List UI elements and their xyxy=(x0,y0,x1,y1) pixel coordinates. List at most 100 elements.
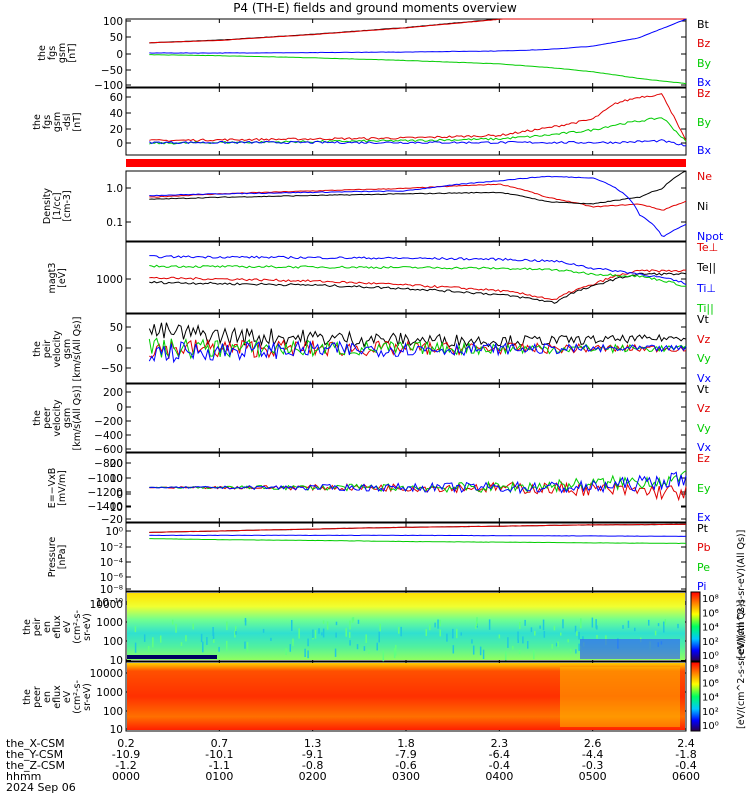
series-line-By xyxy=(149,54,687,85)
spectrogram-texture xyxy=(363,646,366,651)
spectrogram-texture xyxy=(334,648,337,657)
separator-band xyxy=(126,159,686,167)
spectrogram-texture xyxy=(356,644,359,650)
ephemeris-value: -0.6 xyxy=(395,759,417,772)
spectrogram-texture xyxy=(393,648,396,659)
spectrogram-texture xyxy=(677,623,679,629)
panel-frame-p6 xyxy=(125,383,687,453)
spectrogram-texture xyxy=(664,619,667,626)
colorbar-tick-label: 10⁶ xyxy=(702,678,719,689)
spectrogram-texture xyxy=(504,651,507,661)
spectrogram-texture xyxy=(543,630,546,638)
spectrogram-texture xyxy=(482,649,485,659)
spectrogram-texture xyxy=(127,655,217,659)
spectrogram-texture xyxy=(134,642,137,653)
legend-entry: Vx xyxy=(697,441,712,454)
legend-entry: By xyxy=(697,56,712,70)
panel-frame-p2 xyxy=(125,87,687,156)
colorbar-tick-label: 10⁴ xyxy=(702,623,719,634)
ephemeris-value: -0.4 xyxy=(675,759,697,772)
y-axis-label-p5: the peir velocity gsm [km/s(All Qs)] xyxy=(32,309,83,389)
y-tick-label: 10 xyxy=(110,473,123,485)
spectrogram-texture xyxy=(152,637,154,648)
legend-entry: By xyxy=(697,115,712,129)
page-title: P4 (TH-E) fields and ground moments over… xyxy=(233,1,517,15)
spectrogram-texture xyxy=(244,619,247,626)
ephemeris-value: 0000 xyxy=(112,770,140,783)
legend-entry: Vt xyxy=(697,313,709,326)
y-tick-label: 100 xyxy=(103,706,123,718)
legend-entry: Vt xyxy=(697,383,709,396)
spectrogram-texture xyxy=(134,626,137,633)
spectrogram-texture xyxy=(530,627,533,633)
colorbar-top xyxy=(690,591,701,662)
spectrogram-texture xyxy=(574,625,577,633)
colorbar-tick-label: 10² xyxy=(702,637,719,648)
legend-entry: Ex xyxy=(697,511,711,524)
spectrogram-texture xyxy=(456,628,458,639)
spectrogram-texture xyxy=(519,621,521,629)
spectrogram-texture xyxy=(434,622,436,628)
legend-entry: Bz xyxy=(697,37,711,51)
series-line-Vz xyxy=(149,338,687,359)
spectrogram-texture xyxy=(291,619,293,631)
y-tick-label: 0 xyxy=(116,343,123,355)
spectrogram-texture xyxy=(351,617,354,623)
legend-entry: Te|| xyxy=(697,261,717,275)
spectrogram-texture xyxy=(314,629,317,639)
spectrogram-texture xyxy=(498,634,501,639)
spectrogram-texture xyxy=(225,640,228,652)
ephemeris-value: -10.1 xyxy=(205,748,234,761)
colorbar-tick-label: 10⁰ xyxy=(702,651,719,662)
series-line-Bz xyxy=(149,93,687,142)
spectrogram-texture xyxy=(534,630,536,636)
spectrogram-texture xyxy=(143,634,146,642)
y-tick-label: 10⁻⁸ xyxy=(100,584,123,596)
spectrogram-texture xyxy=(304,648,306,658)
ephemeris-value: -6.4 xyxy=(488,748,511,761)
legend-entry: Vx xyxy=(697,372,712,385)
series-line-Ez xyxy=(149,480,687,502)
spectrogram-texture xyxy=(539,625,541,629)
legend-entry: Pe xyxy=(697,560,711,574)
series-line-Ti⊥ xyxy=(149,255,687,286)
spectrogram-texture xyxy=(578,631,580,640)
spectrogram-texture xyxy=(212,627,214,636)
spectrogram-texture xyxy=(376,642,378,651)
spectrogram-texture xyxy=(292,638,294,647)
series-line-Te|| xyxy=(149,272,687,304)
y-tick-label: 50 xyxy=(110,32,123,44)
y-axis-label-line: sr-eV) xyxy=(82,612,93,641)
spectrogram-texture xyxy=(262,628,265,633)
legend-entry: Bz xyxy=(697,87,711,100)
spectrogram-texture xyxy=(322,628,325,638)
y-tick-label: 100 xyxy=(103,16,123,28)
legend-entry: Te⊥ xyxy=(697,241,719,254)
spectrogram-texture xyxy=(202,641,204,653)
colorbar-tick-label: 10⁸ xyxy=(702,594,719,605)
ephemeris-table: the_X-CSM the_Y-CSM the_Z-CSM hhmm 2024 Sep … xyxy=(0,734,750,800)
spectrogram-texture xyxy=(622,625,624,629)
spectrogram-texture xyxy=(524,619,526,626)
spectrogram-texture xyxy=(307,650,309,659)
spectrogram-texture xyxy=(175,623,177,633)
spectrogram-texture xyxy=(213,639,215,643)
spectrogram-texture xyxy=(518,649,521,655)
series-line-Npot xyxy=(149,175,687,237)
ephemeris-value: 0200 xyxy=(298,770,327,783)
spectrogram-texture xyxy=(307,638,309,647)
colorbar-tick-label: 10² xyxy=(702,707,719,718)
series-line-Pe xyxy=(149,538,687,545)
legend-entry: Ni xyxy=(697,200,709,213)
spectrogram-texture xyxy=(349,620,351,630)
y-tick-label: 40 xyxy=(110,108,123,120)
y-tick-label: 0.1 xyxy=(106,217,123,229)
ephemeris-value: 0.7 xyxy=(210,737,229,750)
spectrogram-texture xyxy=(555,642,558,647)
legend-entry: Pt xyxy=(697,522,708,535)
y-tick-label: 1000 xyxy=(96,617,123,629)
y-axis-label-line: [cm-3] xyxy=(62,190,73,222)
spectrogram-texture xyxy=(349,640,351,646)
spectrogram-texture xyxy=(452,645,455,654)
spectrogram-texture xyxy=(582,636,584,640)
